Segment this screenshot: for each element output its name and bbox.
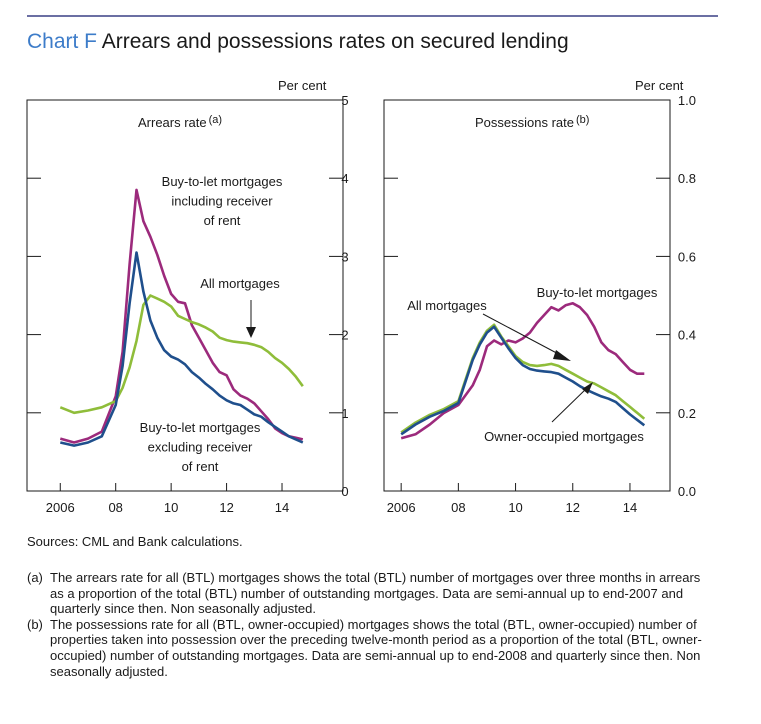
chart-label: Chart F	[27, 30, 98, 53]
chart-title-text: Arrears and possessions rates on secured…	[101, 30, 569, 53]
footnote-b: (b) The possessions rate for all (BTL, o…	[27, 617, 717, 679]
annotation-btl-excluding: Buy-to-let mortgages	[140, 420, 261, 435]
annotation-btl-possessions: Buy-to-let mortgages	[537, 285, 658, 300]
panel-title: Arrears rate	[138, 115, 207, 130]
x-tick-label: 10	[164, 500, 178, 515]
y-tick-label: 1	[341, 406, 348, 421]
series-line-all	[400, 323, 646, 434]
y-tick-label: 0.8	[678, 171, 696, 186]
footnote-a-marker: (a)	[27, 570, 43, 585]
series-line-owner	[400, 325, 646, 436]
annotation-btl-including: including receiver	[171, 194, 273, 209]
y-tick-label: 2	[341, 328, 348, 343]
annotation-btl-excluding: of rent	[182, 459, 219, 474]
plot-frame	[26, 99, 344, 492]
x-tick-label: 2006	[46, 500, 75, 515]
footnote-a: (a) The arrears rate for all (BTL) mortg…	[27, 570, 717, 617]
x-tick-label: 08	[451, 500, 465, 515]
annotation-owner-occupied: Owner-occupied mortgages	[484, 429, 644, 444]
panel-title: Possessions rate	[475, 115, 574, 130]
x-tick-label: 10	[508, 500, 522, 515]
series-line-btl	[400, 302, 645, 440]
footnotes: (a) The arrears rate for all (BTL) mortg…	[27, 570, 717, 679]
annotation-btl-excluding: excluding receiver	[148, 440, 253, 455]
x-tick-label: 14	[623, 500, 637, 515]
y-tick-label: 0	[341, 484, 348, 499]
series-line-btl	[59, 188, 304, 444]
y-tick-label: 1.0	[678, 93, 696, 108]
annotation-arrowhead	[553, 350, 571, 361]
y-tick-label: 0.0	[678, 484, 696, 499]
chart-title: Chart F Arrears and possessions rates on…	[27, 30, 569, 54]
x-tick-label: 08	[108, 500, 122, 515]
annotation-arrowhead	[246, 327, 256, 338]
annotation-btl-including: Buy-to-let mortgages	[162, 174, 283, 189]
sources: Sources: CML and Bank calculations.	[27, 534, 243, 549]
x-tick-label: 12	[219, 500, 233, 515]
panel-title-sup: (a)	[209, 114, 222, 126]
annotation-btl-including: of rent	[204, 213, 241, 228]
right-unit-label: Per cent	[635, 78, 684, 93]
y-tick-label: 0.6	[678, 249, 696, 264]
y-tick-label: 4	[341, 171, 348, 186]
panel-title-sup: (b)	[576, 114, 589, 126]
x-tick-label: 14	[275, 500, 289, 515]
footnote-a-text: The arrears rate for all (BTL) mortgages…	[50, 570, 701, 617]
annotation-all-mortgages: All mortgages	[200, 276, 280, 291]
annotation-arrow-line	[551, 386, 589, 423]
plot-frame	[383, 99, 671, 492]
y-tick-label: 3	[341, 249, 348, 264]
y-tick-label: 0.2	[678, 406, 696, 421]
series-line-btl_ex	[60, 251, 304, 447]
x-tick-label: 2006	[387, 500, 416, 515]
annotation-arrow-line	[482, 313, 567, 359]
footnote-b-marker: (b)	[27, 616, 43, 632]
left-unit-label: Per cent	[278, 78, 327, 93]
annotation-all-possessions: All mortgages	[407, 298, 487, 313]
footnote-b-text: The possessions rate for all (BTL, owner…	[50, 616, 702, 679]
x-tick-label: 12	[566, 500, 580, 515]
series-line-all	[59, 294, 304, 415]
annotation-arrowhead	[582, 382, 593, 394]
panel-possessions: 0.0 0.2 0.4 0.6 0.8 1.0 2006 08 10 12 14 Possession…	[383, 93, 696, 515]
top-rule	[27, 15, 718, 17]
y-tick-label: 5	[341, 93, 348, 108]
y-tick-label: 0.4	[678, 328, 696, 343]
